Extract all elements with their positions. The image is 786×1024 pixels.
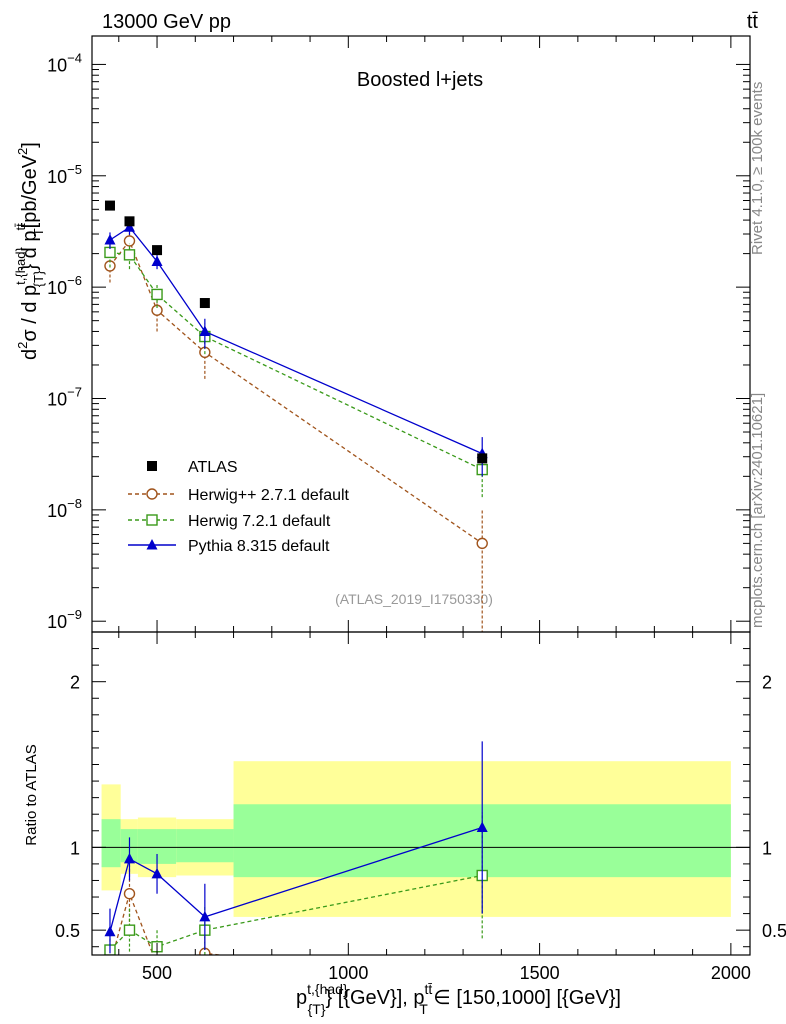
ratio-bands [92, 761, 750, 917]
main-point-pythia-8-315-default [123, 221, 135, 232]
ratio-point-herwig-2-7-1-default [105, 960, 115, 970]
watermark-label: (ATLAS_2019_I1750330) [335, 591, 493, 607]
chart-title: Boosted l+jets [357, 69, 483, 91]
y-tick-label-main: 10−7 [47, 384, 82, 409]
ratio-point-herwig-2-7-1-default [123, 888, 136, 900]
legend-label: Herwig 7.2.1 default [188, 513, 331, 530]
x-tick-label: 1000 [328, 963, 368, 983]
legend-item: Herwig 7.2.1 default [128, 513, 331, 530]
ratio-point-pythia-8-315-default [123, 852, 135, 864]
main-panel: Boosted l+jets (ATLAS_2019_I1750330) 10−… [47, 35, 751, 633]
main-point-atlas [104, 200, 115, 211]
ratio-point-pythia-8-315-default [199, 910, 211, 922]
ratio-band-1sigma [101, 819, 121, 868]
main-point-pythia-8-315-default [151, 255, 163, 266]
legend-marker [146, 488, 158, 500]
x-tick-label: 2000 [711, 963, 751, 983]
y-axis-title-main-text: d2σ / d pt,{had} {T}} d ptt̄T[pb/GeV2] [13, 142, 46, 360]
main-point-herwig-7-2-1-default [151, 288, 163, 301]
main-point-atlas [199, 298, 210, 309]
legend-marker [146, 539, 158, 550]
legend-label: ATLAS [188, 459, 238, 476]
y-tick-label-main: 10−5 [47, 162, 82, 187]
mcplots-label: mcplots.cern.ch [arXiv:2401.10621] [749, 393, 766, 628]
main-point-herwig-2-7-1-default [123, 235, 136, 247]
legend-label: Pythia 8.315 default [188, 538, 330, 555]
y-tick-label-ratio: 2 [70, 673, 80, 693]
legend-item: Herwig++ 2.7.1 default [128, 487, 350, 504]
process-label: tt̄ [747, 11, 759, 33]
x-axis-title-text: pt,{had} {T}} [{GeV}], ptt̄ T ∈ [150,1000]… [296, 981, 621, 1017]
y-tick-label-main: 10−4 [47, 50, 82, 75]
y-tick-label-main: 10−9 [47, 607, 82, 632]
y-tick-label-ratio-right: 0.5 [762, 921, 786, 941]
ratio-axes: 500 1000 1500 2000 0.5 0.5 1 1 2 2 [55, 631, 786, 983]
y-tick-label-main: 10−8 [47, 496, 82, 521]
main-point-atlas [477, 453, 488, 464]
ratio-frame [91, 631, 751, 956]
main-line-herwig-7-2-1-default [109, 251, 483, 471]
x-tick-label: 500 [142, 963, 172, 983]
main-point-atlas [124, 216, 135, 227]
main-line-pythia-8-315-default [109, 226, 483, 455]
ratio-band-1sigma [176, 829, 234, 863]
legend: ATLAS Herwig++ 2.7.1 default Herwig 7.2.1 … [128, 459, 350, 555]
ratio-point-herwig-7-2-1-default [123, 924, 136, 936]
main-point-atlas [152, 245, 163, 256]
ratio-point-pythia-8-315-default [104, 925, 116, 937]
main-point-pythia-8-315-default [104, 234, 116, 245]
main-point-herwig-2-7-1-default [476, 537, 488, 550]
ratio-point-pythia-8-315-default [476, 821, 488, 832]
legend-marker [146, 514, 158, 526]
ratio-panel: 500 1000 1500 2000 0.5 0.5 1 1 2 2 [55, 631, 786, 983]
main-data-layer [104, 200, 488, 632]
legend-marker [147, 461, 157, 471]
y-tick-label-main: 10−6 [47, 273, 82, 298]
legend-item: Pythia 8.315 default [128, 538, 330, 555]
x-axis-title: pt,{had} {T}} [{GeV}], ptt̄ T ∈ [150,1000]… [296, 981, 621, 1017]
y-tick-label-ratio-right: 1 [762, 838, 772, 858]
y-axis-title-main: d2σ / d pt,{had} {T}} d ptt̄T[pb/GeV2] [13, 142, 46, 360]
main-point-pythia-8-315-default [199, 325, 211, 336]
ratio-line-herwig-2-7-1-default [112, 891, 226, 955]
ratio-point-pythia-8-315-default [151, 867, 163, 879]
main-point-herwig-7-2-1-default [123, 249, 136, 261]
rivet-label: Rivet 4.1.0, ≥ 100k events [749, 82, 766, 255]
legend-label: Herwig++ 2.7.1 default [188, 487, 350, 504]
energy-label: 13000 GeV pp [102, 11, 231, 33]
y-axis-title-ratio: Ratio to ATLAS [23, 744, 40, 845]
x-tick-label: 1500 [520, 963, 560, 983]
y-tick-label-ratio: 0.5 [55, 921, 80, 941]
y-tick-label-ratio: 1 [70, 838, 80, 858]
legend-item: ATLAS [147, 459, 238, 476]
y-tick-label-ratio-right: 2 [762, 673, 772, 693]
